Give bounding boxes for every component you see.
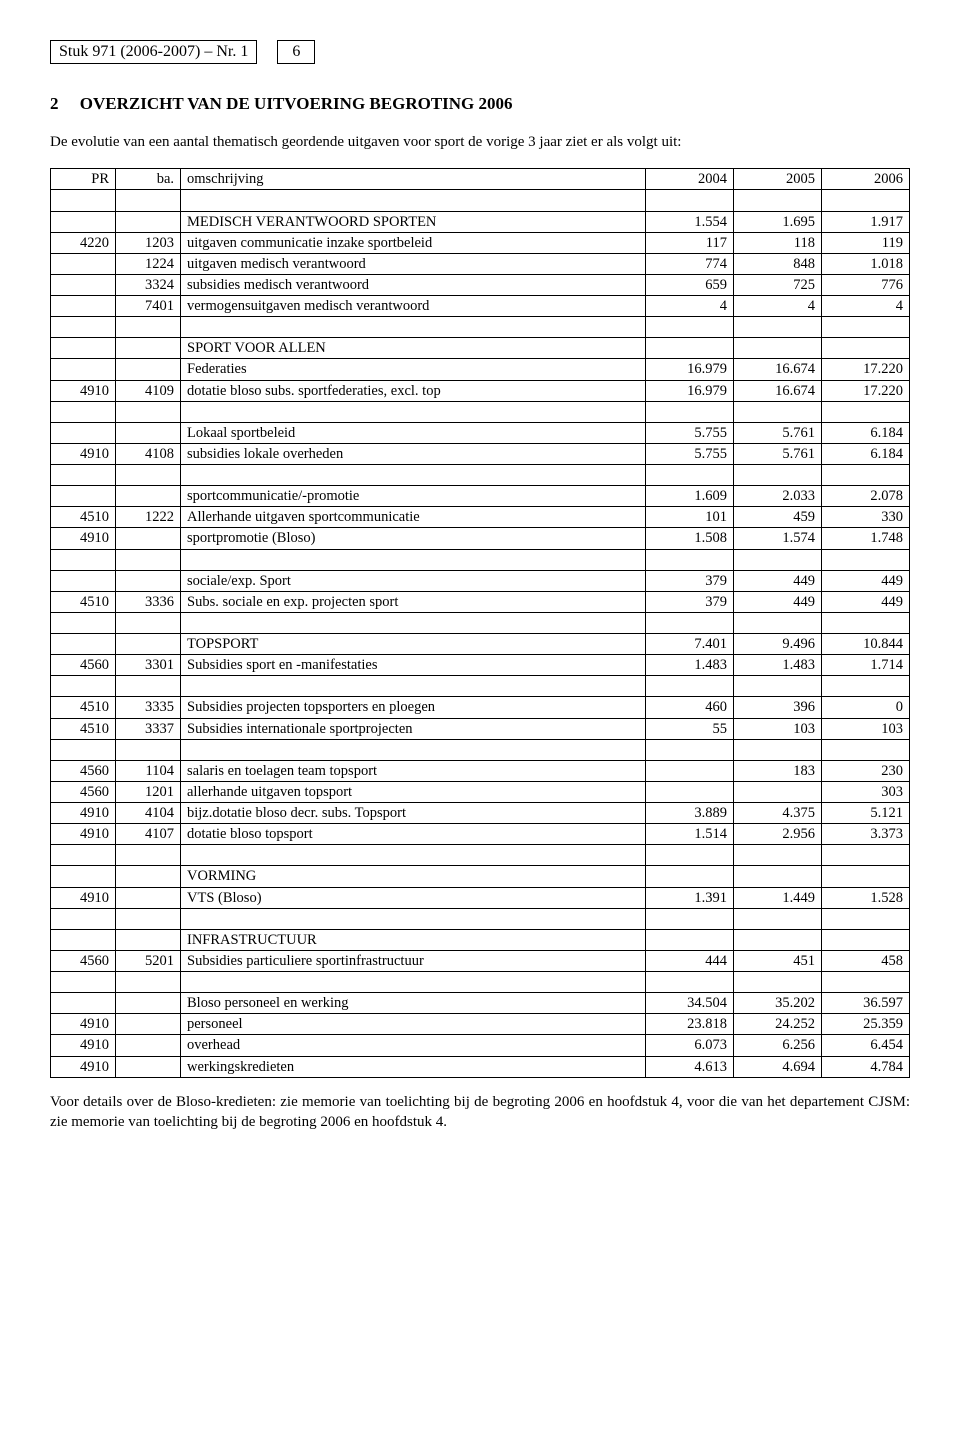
col-2004: 2004 bbox=[646, 169, 734, 190]
budget-table: PRba.omschrijving200420052006 MEDISCH VE… bbox=[50, 168, 910, 1077]
col-pr: PR bbox=[51, 169, 116, 190]
group-label: SPORT VOOR ALLEN bbox=[181, 338, 646, 359]
table-row: Federaties16.97916.67417.220 bbox=[51, 359, 910, 380]
table-row: 45601201allerhande uitgaven topsport 303 bbox=[51, 781, 910, 802]
table-header-row: PRba.omschrijving200420052006 bbox=[51, 169, 910, 190]
col-ba: ba. bbox=[116, 169, 181, 190]
row-desc: vermogensuitgaven medisch verantwoord bbox=[181, 296, 646, 317]
header-row: Stuk 971 (2006-2007) – Nr. 1 6 bbox=[50, 40, 910, 64]
table-row bbox=[51, 317, 910, 338]
row-desc: subsidies lokale overheden bbox=[181, 443, 646, 464]
table-row: 45103335Subsidies projecten topsporters … bbox=[51, 697, 910, 718]
table-row: SPORT VOOR ALLEN bbox=[51, 338, 910, 359]
section-title: 2 OVERZICHT VAN DE UITVOERING BEGROTING … bbox=[50, 94, 910, 114]
table-row: 4910 werkingskredieten4.6134.6944.784 bbox=[51, 1056, 910, 1077]
row-desc: sportpromotie (Bloso) bbox=[181, 528, 646, 549]
table-row bbox=[51, 676, 910, 697]
group-label: VORMING bbox=[181, 866, 646, 887]
table-row: 4910 overhead6.0736.2566.454 bbox=[51, 1035, 910, 1056]
table-row: sportcommunicatie/-promotie1.6092.0332.0… bbox=[51, 486, 910, 507]
section-heading: OVERZICHT VAN DE UITVOERING BEGROTING 20… bbox=[80, 94, 513, 113]
table-row: 45101222Allerhande uitgaven sportcommuni… bbox=[51, 507, 910, 528]
table-row: TOPSPORT7.4019.49610.844 bbox=[51, 634, 910, 655]
table-row: Lokaal sportbeleid5.7555.7616.184 bbox=[51, 422, 910, 443]
table-row: 4910 VTS (Bloso)1.3911.4491.528 bbox=[51, 887, 910, 908]
table-row: MEDISCH VERANTWOORD SPORTEN1.5541.6951.9… bbox=[51, 211, 910, 232]
group-label: Bloso personeel en werking bbox=[181, 993, 646, 1014]
intro-paragraph: De evolutie van een aantal thematisch ge… bbox=[50, 132, 910, 152]
section-number: 2 bbox=[50, 94, 59, 113]
group-label: MEDISCH VERANTWOORD SPORTEN bbox=[181, 211, 646, 232]
group-label: sportcommunicatie/-promotie bbox=[181, 486, 646, 507]
row-desc: dotatie bloso topsport bbox=[181, 824, 646, 845]
table-row: 1224uitgaven medisch verantwoord7748481.… bbox=[51, 253, 910, 274]
row-desc: overhead bbox=[181, 1035, 646, 1056]
table-row: 49104109dotatie bloso subs. sportfederat… bbox=[51, 380, 910, 401]
table-row: 4910 personeel23.81824.25225.359 bbox=[51, 1014, 910, 1035]
row-desc: uitgaven medisch verantwoord bbox=[181, 253, 646, 274]
row-desc: allerhande uitgaven topsport bbox=[181, 781, 646, 802]
row-desc: personeel bbox=[181, 1014, 646, 1035]
table-row bbox=[51, 549, 910, 570]
table-row: 45103337Subsidies internationale sportpr… bbox=[51, 718, 910, 739]
row-desc: subsidies medisch verantwoord bbox=[181, 274, 646, 295]
col-2006: 2006 bbox=[822, 169, 910, 190]
row-desc: Subsidies particuliere sportinfrastructu… bbox=[181, 950, 646, 971]
table-row bbox=[51, 845, 910, 866]
page-number-box: 6 bbox=[277, 40, 315, 64]
row-desc: VTS (Bloso) bbox=[181, 887, 646, 908]
col-2005: 2005 bbox=[734, 169, 822, 190]
group-label: sociale/exp. Sport bbox=[181, 570, 646, 591]
group-label: INFRASTRUCTUUR bbox=[181, 929, 646, 950]
table-row: 49104108subsidies lokale overheden5.7555… bbox=[51, 443, 910, 464]
row-desc: Subsidies projecten topsporters en ploeg… bbox=[181, 697, 646, 718]
group-label: Federaties bbox=[181, 359, 646, 380]
doc-ref-box: Stuk 971 (2006-2007) – Nr. 1 bbox=[50, 40, 257, 64]
row-desc: Subs. sociale en exp. projecten sport bbox=[181, 591, 646, 612]
table-row: 45103336Subs. sociale en exp. projecten … bbox=[51, 591, 910, 612]
table-row: 45601104salaris en toelagen team topspor… bbox=[51, 760, 910, 781]
row-desc: werkingskredieten bbox=[181, 1056, 646, 1077]
row-desc: bijz.dotatie bloso decr. subs. Topsport bbox=[181, 803, 646, 824]
row-desc: uitgaven communicatie inzake sportbeleid bbox=[181, 232, 646, 253]
table-row bbox=[51, 612, 910, 633]
table-row: 45603301Subsidies sport en -manifestatie… bbox=[51, 655, 910, 676]
group-label: Lokaal sportbeleid bbox=[181, 422, 646, 443]
table-row bbox=[51, 465, 910, 486]
group-label: TOPSPORT bbox=[181, 634, 646, 655]
table-row: 45605201Subsidies particuliere sportinfr… bbox=[51, 950, 910, 971]
table-row bbox=[51, 972, 910, 993]
row-desc: Allerhande uitgaven sportcommunicatie bbox=[181, 507, 646, 528]
table-row: 3324subsidies medisch verantwoord6597257… bbox=[51, 274, 910, 295]
row-desc: salaris en toelagen team topsport bbox=[181, 760, 646, 781]
table-row: INFRASTRUCTUUR bbox=[51, 929, 910, 950]
row-desc: dotatie bloso subs. sportfederaties, exc… bbox=[181, 380, 646, 401]
table-row: 7401vermogensuitgaven medisch verantwoor… bbox=[51, 296, 910, 317]
table-row: 49104107dotatie bloso topsport1.5142.956… bbox=[51, 824, 910, 845]
footer-paragraph: Voor details over de Bloso-kredieten: zi… bbox=[50, 1092, 910, 1133]
table-row bbox=[51, 401, 910, 422]
row-desc: Subsidies internationale sportprojecten bbox=[181, 718, 646, 739]
table-row: 49104104bijz.dotatie bloso decr. subs. T… bbox=[51, 803, 910, 824]
table-row bbox=[51, 739, 910, 760]
row-desc: Subsidies sport en -manifestaties bbox=[181, 655, 646, 676]
table-row bbox=[51, 190, 910, 211]
table-row: 42201203uitgaven communicatie inzake spo… bbox=[51, 232, 910, 253]
table-row: 4910 sportpromotie (Bloso)1.5081.5741.74… bbox=[51, 528, 910, 549]
table-row: VORMING bbox=[51, 866, 910, 887]
table-row: sociale/exp. Sport379449 449 bbox=[51, 570, 910, 591]
table-row: Bloso personeel en werking34.50435.20236… bbox=[51, 993, 910, 1014]
table-row bbox=[51, 908, 910, 929]
col-desc: omschrijving bbox=[181, 169, 646, 190]
